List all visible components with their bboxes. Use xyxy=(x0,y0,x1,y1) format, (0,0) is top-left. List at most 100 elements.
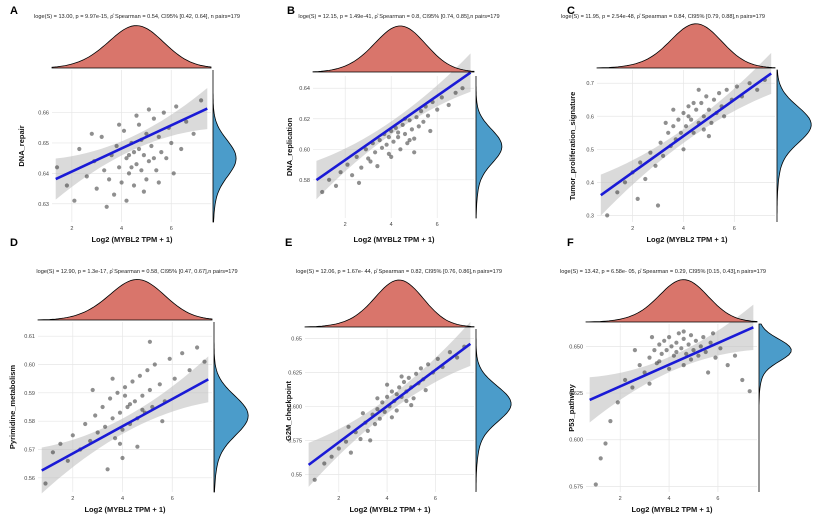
data-point xyxy=(669,344,674,349)
data-point xyxy=(141,189,146,194)
data-point xyxy=(638,160,643,165)
data-point xyxy=(375,407,380,412)
data-point xyxy=(649,335,655,340)
data-point xyxy=(419,109,424,114)
data-point xyxy=(643,176,648,182)
data-point xyxy=(372,422,378,427)
data-point xyxy=(134,113,139,118)
data-point xyxy=(423,388,428,393)
data-point xyxy=(363,147,368,152)
data-point xyxy=(439,95,444,100)
data-point xyxy=(681,363,686,368)
y-marginal-density xyxy=(758,323,792,492)
panel-letter: B xyxy=(287,5,295,17)
data-point xyxy=(401,379,407,385)
x-tick-label: 6 xyxy=(733,226,736,232)
x-marginal-density xyxy=(37,279,213,321)
data-point xyxy=(50,450,56,455)
data-point xyxy=(447,350,452,355)
y-axis-label: DNA_replication xyxy=(285,117,294,176)
data-point xyxy=(686,342,691,347)
data-point xyxy=(691,348,696,353)
data-point xyxy=(637,363,642,368)
data-point xyxy=(718,346,723,351)
data-point xyxy=(104,204,109,209)
data-point xyxy=(674,349,679,355)
x-tick-label: 2 xyxy=(344,222,347,228)
data-point xyxy=(146,107,151,112)
y-marginal-density xyxy=(213,322,249,493)
data-point xyxy=(322,461,327,466)
y-tick-label: 0.60 xyxy=(24,363,35,369)
panel-letter: C xyxy=(567,5,575,17)
data-point xyxy=(127,402,133,407)
data-point xyxy=(379,145,385,150)
data-point xyxy=(664,348,669,353)
x-tick-label: 2 xyxy=(71,496,74,502)
data-point xyxy=(706,107,712,112)
data-point xyxy=(632,348,638,353)
data-point xyxy=(134,162,139,167)
data-point xyxy=(653,163,658,168)
data-point xyxy=(706,370,711,375)
data-point xyxy=(671,124,676,129)
stats-title: loge(S) = 13.42, p = 6.58e- 05, ρ̂ Spear… xyxy=(560,269,766,275)
y-tick-label: 0.575 xyxy=(288,438,302,444)
data-point xyxy=(701,114,706,119)
data-point xyxy=(359,165,364,170)
data-point xyxy=(398,147,403,152)
x-axis-label: Log2 (MYBL2 TPM + 1) xyxy=(349,505,431,514)
data-point xyxy=(683,124,689,129)
data-point xyxy=(681,147,686,152)
data-point xyxy=(411,396,416,401)
x-tick-label: 4 xyxy=(120,226,123,232)
data-point xyxy=(661,153,666,158)
data-point xyxy=(146,159,151,164)
data-point xyxy=(136,122,142,127)
data-point xyxy=(199,98,204,103)
data-point xyxy=(396,135,401,140)
data-point xyxy=(435,356,440,361)
y-tick-label: 0.5 xyxy=(586,147,594,153)
data-point xyxy=(169,140,174,146)
data-point xyxy=(90,387,95,393)
data-point xyxy=(336,446,341,451)
stats-title: loge(S) = 13.00, p = 9.97e-15, ρ̂ Spearm… xyxy=(34,14,240,20)
data-point xyxy=(622,180,628,185)
data-point xyxy=(122,393,128,398)
data-point xyxy=(161,110,166,115)
data-point xyxy=(708,340,713,345)
x-axis-label: Log2 (MYBL2 TPM + 1) xyxy=(631,505,713,514)
data-point xyxy=(691,130,696,135)
data-point xyxy=(167,356,172,361)
data-point xyxy=(717,91,722,96)
x-tick-label: 2 xyxy=(631,226,634,232)
data-point xyxy=(122,385,128,390)
data-point xyxy=(147,339,152,344)
data-point xyxy=(89,131,94,136)
data-point xyxy=(100,404,105,410)
data-point xyxy=(428,128,433,134)
data-point xyxy=(117,441,123,446)
data-point xyxy=(755,87,760,92)
data-point xyxy=(356,180,362,185)
y-tick-label: 0.64 xyxy=(299,86,310,92)
x-axis-label: Log2 (MYBL2 TPM + 1) xyxy=(84,505,166,514)
data-point xyxy=(679,346,684,351)
data-point xyxy=(172,376,177,381)
x-tick-label: 2 xyxy=(619,496,622,502)
y-tick-label: 0.60 xyxy=(299,147,310,153)
stats-title: loge(S) = 12.06, p = 1.67e- 44, ρ̂ Spear… xyxy=(296,269,502,275)
panel-letter: D xyxy=(10,237,18,249)
data-point xyxy=(706,134,712,139)
x-tick-label: 4 xyxy=(390,222,393,228)
data-point xyxy=(382,409,387,414)
data-point xyxy=(681,336,686,341)
x-tick-label: 6 xyxy=(434,496,437,502)
data-point xyxy=(426,362,431,367)
data-point xyxy=(667,335,672,340)
data-point xyxy=(747,389,752,394)
